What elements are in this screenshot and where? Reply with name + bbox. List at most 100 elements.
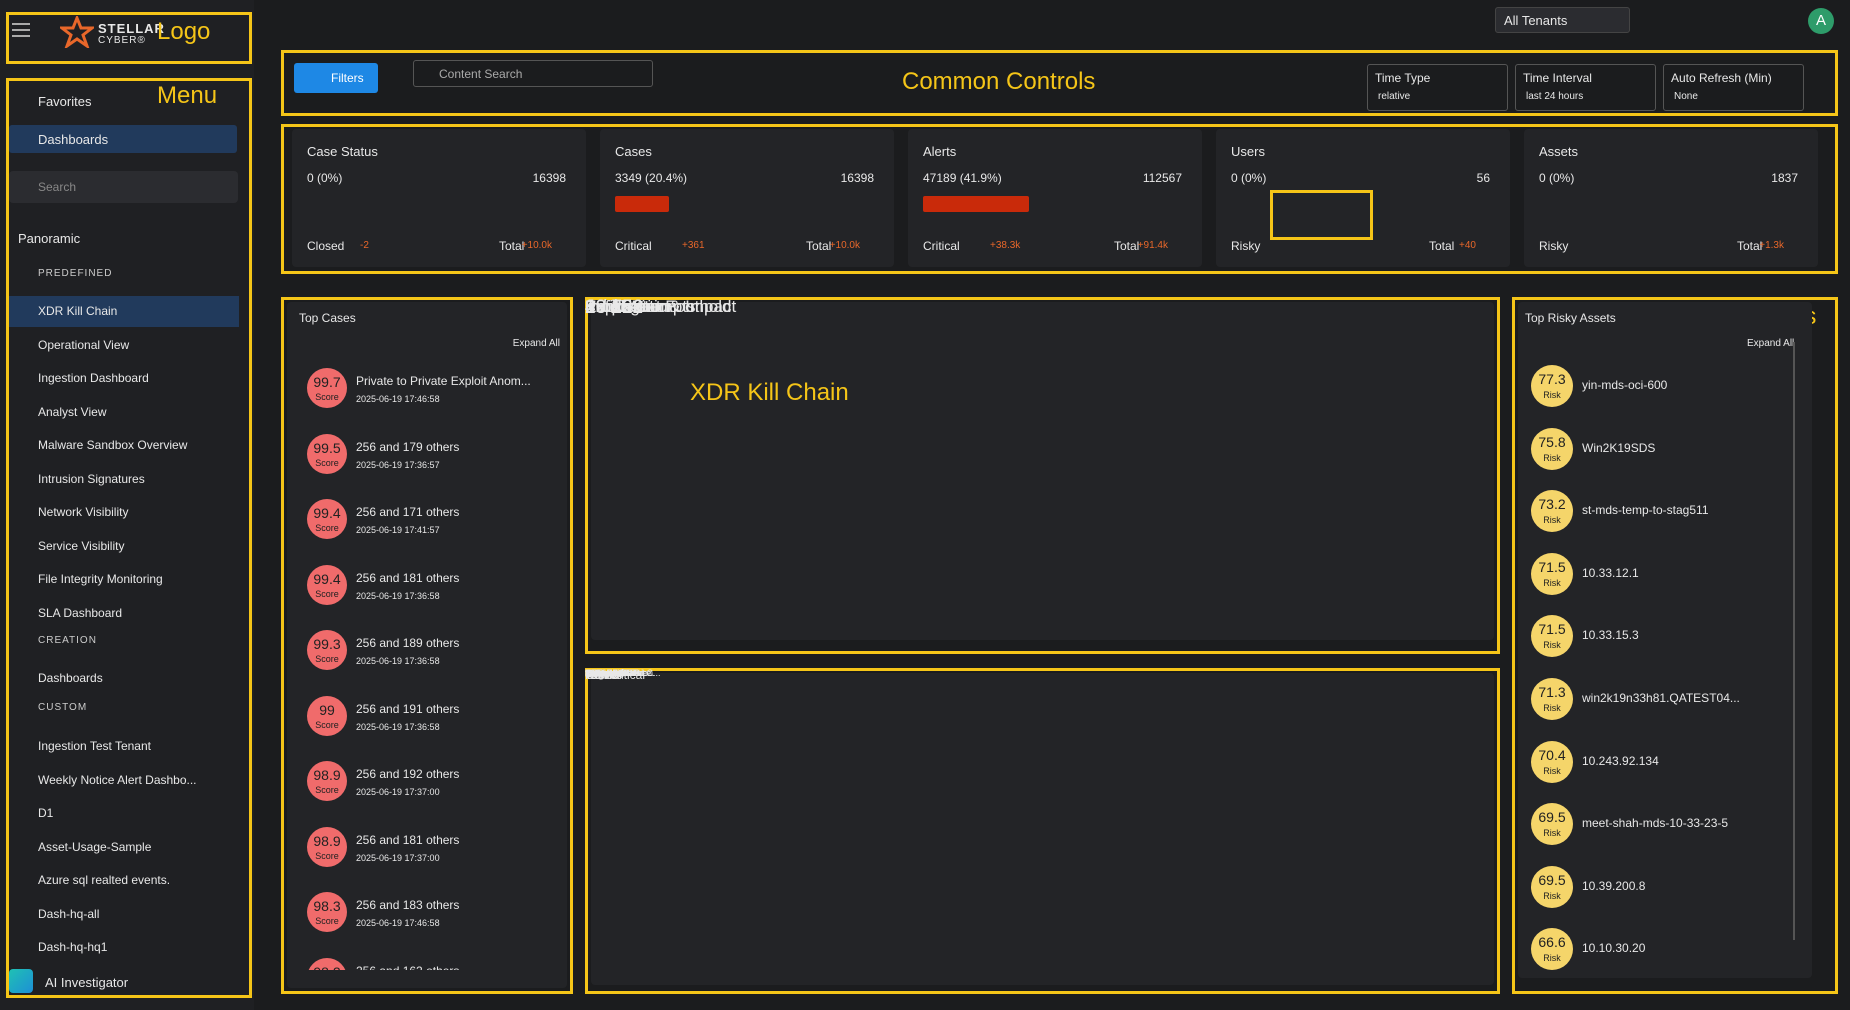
menu-item[interactable]: Network Visibility	[38, 505, 129, 519]
case-name[interactable]: 256 and 189 others	[356, 636, 460, 650]
asset-name[interactable]: 10.33.15.3	[1582, 628, 1639, 643]
menu-item[interactable]: AI Investigator	[45, 975, 129, 990]
filters-button[interactable]: Filters	[294, 63, 378, 93]
asset-name[interactable]: 10.33.12.1	[1582, 565, 1639, 580]
menu-item[interactable]: Dashboards	[38, 671, 103, 685]
score-badge[interactable]: 99.3 Score	[307, 630, 347, 670]
menu-toggle[interactable]	[12, 22, 32, 38]
menu-item[interactable]: Service Visibility	[38, 538, 125, 553]
case-name[interactable]: Private to Private Exploit Anom...	[356, 374, 531, 388]
risk-value: 71.5	[1538, 558, 1566, 575]
menu-search[interactable]: Search	[9, 171, 238, 203]
menu-item[interactable]: Ingestion Test Tenant	[38, 739, 151, 753]
risk-badge[interactable]: 77.3 Risk	[1531, 365, 1573, 407]
status-card: Case Status 0 (0%) 16398 Closed -2 Total +10.0…	[292, 129, 586, 267]
dropdown-value: last 24 hours	[1526, 91, 1584, 102]
score-value: 99.7	[313, 374, 341, 390]
card-delta: +10.0k	[829, 240, 860, 251]
case-time: 2025-06-19 17:46:58	[356, 394, 440, 404]
risk-badge[interactable]: 75.8 Risk	[1531, 427, 1573, 470]
asset-name[interactable]: yin-mds-oci-600	[1582, 378, 1668, 392]
dropdown-label: Time Interval	[1523, 71, 1592, 85]
score-badge[interactable]: 98.2Score	[307, 957, 347, 970]
menu-item[interactable]: Operational View	[38, 337, 130, 352]
annotation-label: Menu	[157, 82, 218, 109]
risk-badge[interactable]: 69.5 Risk	[1531, 803, 1573, 846]
score-badge[interactable]: 99.4 Score	[307, 564, 347, 605]
case-name[interactable]: 256 and 162 others	[356, 964, 459, 971]
risk-badge[interactable]: 73.2 Risk	[1531, 490, 1573, 533]
x-tick-label: Internal XDR...	[585, 668, 645, 678]
risk-badge[interactable]: 70.4 Risk	[1531, 740, 1573, 783]
menu-item[interactable]: Dash-hq-hq1	[38, 940, 108, 954]
score-badge[interactable]: 99.5 Score	[307, 433, 347, 474]
logo-brand: STELLAR	[98, 21, 165, 36]
asset-name[interactable]: 10.10.30.20	[1582, 941, 1646, 956]
case-name[interactable]: 256 and 171 others	[356, 505, 460, 519]
dropdown[interactable]: Time Type relative	[1367, 64, 1508, 111]
dropdown[interactable]: Time Interval last 24 hours	[1515, 64, 1656, 111]
case-name[interactable]: 256 and 181 others	[356, 832, 460, 847]
menu-dashboards[interactable]: Dashboards	[9, 125, 237, 153]
menu-item[interactable]: Panoramic	[18, 231, 81, 246]
menu-item[interactable]: Malware Sandbox Overview	[38, 438, 188, 452]
score-badge[interactable]: 98.9 Score	[307, 826, 347, 867]
asset-name[interactable]: Win2K19SDS	[1582, 440, 1656, 455]
risk-label: Risk	[1543, 452, 1561, 463]
menu-item[interactable]: Asset-Usage-Sample	[38, 839, 152, 854]
asset-name[interactable]: meet-shah-mds-10-33-23-5	[1582, 816, 1729, 831]
case-name[interactable]: 256 and 191 others	[356, 701, 460, 716]
risk-badge[interactable]: 66.6 Risk	[1531, 928, 1573, 971]
risk-label: Risk	[1543, 703, 1561, 713]
menu-item[interactable]: Azure sql realted events.	[38, 873, 171, 887]
menu-item[interactable]: Favorites	[38, 94, 92, 109]
tenant-select[interactable]: All Tenants	[1495, 7, 1630, 33]
risk-badge[interactable]: 71.3 Risk	[1531, 678, 1573, 720]
risk-badge[interactable]: 71.5 Risk	[1531, 552, 1573, 595]
menu-item[interactable]: Analyst View	[38, 404, 107, 419]
case-time: 2025-06-19 17:36:58	[356, 721, 440, 732]
score-badge[interactable]: 99 Score	[307, 695, 347, 736]
menu-item[interactable]: D1	[38, 806, 54, 820]
menu-item[interactable]: Ingestion Dashboard	[38, 371, 149, 385]
asset-name[interactable]: st-mds-temp-to-stag511	[1582, 503, 1709, 518]
menu-item[interactable]: Weekly Notice Alert Dashbo...	[38, 772, 197, 787]
annotation-box	[281, 124, 1838, 274]
asset-name[interactable]: win2k19n33h81.QATEST04...	[1582, 691, 1740, 705]
case-name[interactable]: 256 and 192 others	[356, 767, 460, 781]
menu-item[interactable]: SLA Dashboard	[38, 605, 123, 620]
score-badge[interactable]: 98.9 Score	[307, 761, 347, 801]
avatar[interactable]: A	[1808, 8, 1834, 34]
menu-item[interactable]: Dash-hq-all	[38, 906, 100, 921]
risk-label: Risk	[1543, 640, 1561, 651]
case-name[interactable]: 256 and 179 others	[356, 439, 460, 454]
menu-item[interactable]: XDR Kill Chain	[38, 304, 118, 318]
x-tick-label: Execution	[585, 668, 625, 678]
ai-icon[interactable]	[9, 969, 33, 993]
asset-name[interactable]: 10.243.92.134	[1582, 753, 1659, 768]
content-search[interactable]: Content Search	[413, 60, 653, 87]
annotation-box	[585, 297, 1500, 654]
menu-item[interactable]: Intrusion Signatures	[38, 471, 145, 486]
expand-all[interactable]: Expand All	[512, 338, 560, 349]
card-bottom-left: Risky	[1539, 239, 1569, 253]
sidebar	[0, 0, 254, 1010]
asset-name[interactable]: 10.39.200.8	[1582, 878, 1646, 893]
risk-label: Risk	[1543, 577, 1561, 588]
expand-all[interactable]: Expand All	[1747, 338, 1795, 349]
score-badge[interactable]: 99.4 Score	[307, 499, 347, 539]
dropdown[interactable]: Auto Refresh (Min) None	[1663, 64, 1804, 111]
y-tick-label: 40k	[585, 668, 600, 678]
logo-sub: CYBER®	[98, 35, 146, 46]
risk-badge[interactable]: 71.5 Risk	[1531, 615, 1573, 658]
menu-item[interactable]: File Integrity Monitoring	[38, 572, 163, 586]
y-tick-label: 0	[585, 668, 591, 678]
risk-badge[interactable]: 69.5 Risk	[1531, 865, 1573, 908]
annotation-box	[281, 297, 573, 994]
score-badge[interactable]: 99.7 Score	[307, 368, 347, 408]
score-badge[interactable]: 98.3 Score	[307, 892, 347, 932]
card-left-value: 47189 (41.9%)	[923, 171, 1002, 185]
case-name[interactable]: 256 and 181 others	[356, 570, 460, 585]
card-delta: +91.4k	[1137, 240, 1168, 251]
case-name[interactable]: 256 and 183 others	[356, 898, 460, 912]
